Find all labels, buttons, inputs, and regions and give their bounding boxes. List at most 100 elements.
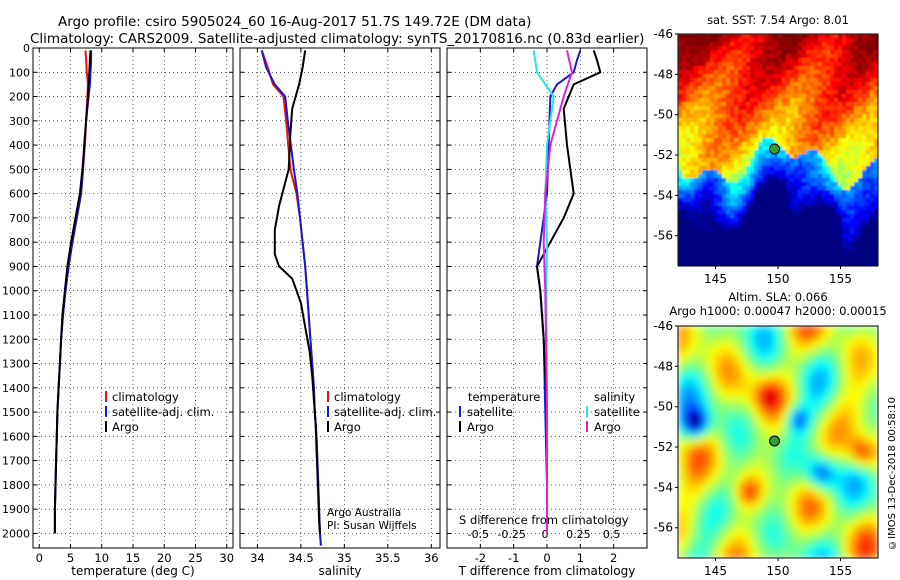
map-cell: [806, 222, 811, 227]
map-cell: [838, 450, 843, 455]
map-cell: [694, 190, 699, 195]
map-cell: [718, 242, 723, 247]
map-cell: [778, 250, 783, 255]
map-cell: [714, 430, 719, 435]
map-cell: [786, 378, 791, 383]
map-cell: [786, 366, 791, 371]
map-cell: [738, 102, 743, 107]
map-cell: [818, 418, 823, 423]
map-cell: [718, 362, 723, 367]
map-cell: [826, 422, 831, 427]
map-cell: [838, 202, 843, 207]
map-cell: [794, 134, 799, 139]
map-cell: [714, 114, 719, 119]
map-cell: [758, 426, 763, 431]
map-cell: [698, 242, 703, 247]
map-cell: [686, 78, 691, 83]
map-cell: [738, 458, 743, 463]
map-cell: [794, 162, 799, 167]
map-cell: [782, 406, 787, 411]
map-cell: [826, 418, 831, 423]
map-cell: [726, 262, 731, 267]
map-cell: [850, 454, 855, 459]
map-cell: [758, 78, 763, 83]
map-cell: [746, 366, 751, 371]
map-cell: [714, 418, 719, 423]
map-cell: [722, 366, 727, 371]
map-cell: [686, 58, 691, 63]
map-cell: [714, 198, 719, 203]
map-cell: [754, 462, 759, 467]
map-cell: [698, 102, 703, 107]
map-cell: [782, 378, 787, 383]
map-cell: [754, 42, 759, 47]
map-cell: [794, 354, 799, 359]
map-cell: [818, 410, 823, 415]
map-cell: [814, 422, 819, 427]
map-cell: [762, 434, 767, 439]
map-cell: [794, 70, 799, 75]
map-cell: [730, 258, 735, 263]
map-cell: [730, 354, 735, 359]
map-cell: [846, 430, 851, 435]
map-cell: [678, 146, 683, 151]
map-cell: [706, 138, 711, 143]
map-cell: [682, 374, 687, 379]
map-cell: [862, 62, 867, 67]
map-cell: [706, 246, 711, 251]
map-cell: [754, 426, 759, 431]
map-cell: [714, 170, 719, 175]
map-cell: [702, 66, 707, 71]
map-cell: [686, 186, 691, 191]
map-cell: [798, 74, 803, 79]
map-cell: [742, 350, 747, 355]
map-cell: [714, 382, 719, 387]
map-cell: [690, 190, 695, 195]
map-cell: [770, 426, 775, 431]
map-cell: [834, 430, 839, 435]
map-cell: [750, 382, 755, 387]
map-cell: [782, 130, 787, 135]
map-cell: [782, 438, 787, 443]
map-cell: [874, 422, 879, 427]
map-cell: [710, 134, 715, 139]
map-cell: [806, 114, 811, 119]
map-cell: [770, 114, 775, 119]
map-cell: [726, 86, 731, 91]
legend-label: Argo: [467, 420, 494, 434]
map-cell: [802, 250, 807, 255]
map-cell: [758, 62, 763, 67]
map-field: [678, 34, 879, 267]
map-cell: [762, 238, 767, 243]
map-cell: [702, 438, 707, 443]
map-cell: [814, 366, 819, 371]
map-cell: [686, 434, 691, 439]
map-cell: [686, 182, 691, 187]
map-cell: [842, 62, 847, 67]
map-cell: [706, 54, 711, 59]
map-cell: [870, 54, 875, 59]
y-tick-label: 0: [23, 42, 30, 55]
map-cell: [842, 42, 847, 47]
map-cell: [802, 178, 807, 183]
map-cell: [730, 194, 735, 199]
map-cell: [782, 390, 787, 395]
map-cell: [714, 398, 719, 403]
map-cell: [710, 402, 715, 407]
map-cell: [762, 190, 767, 195]
map-cell: [686, 450, 691, 455]
map-cell: [762, 110, 767, 115]
map-cell: [746, 46, 751, 51]
map-cell: [826, 230, 831, 235]
map-cell: [734, 58, 739, 63]
map-cell: [766, 426, 771, 431]
map-cell: [866, 62, 871, 67]
map-cell: [842, 78, 847, 83]
map-cell: [714, 358, 719, 363]
map-cell: [826, 218, 831, 223]
map-cell: [734, 218, 739, 223]
map-cell: [786, 186, 791, 191]
map-cell: [730, 398, 735, 403]
map-cell: [722, 450, 727, 455]
map-cell: [730, 142, 735, 147]
